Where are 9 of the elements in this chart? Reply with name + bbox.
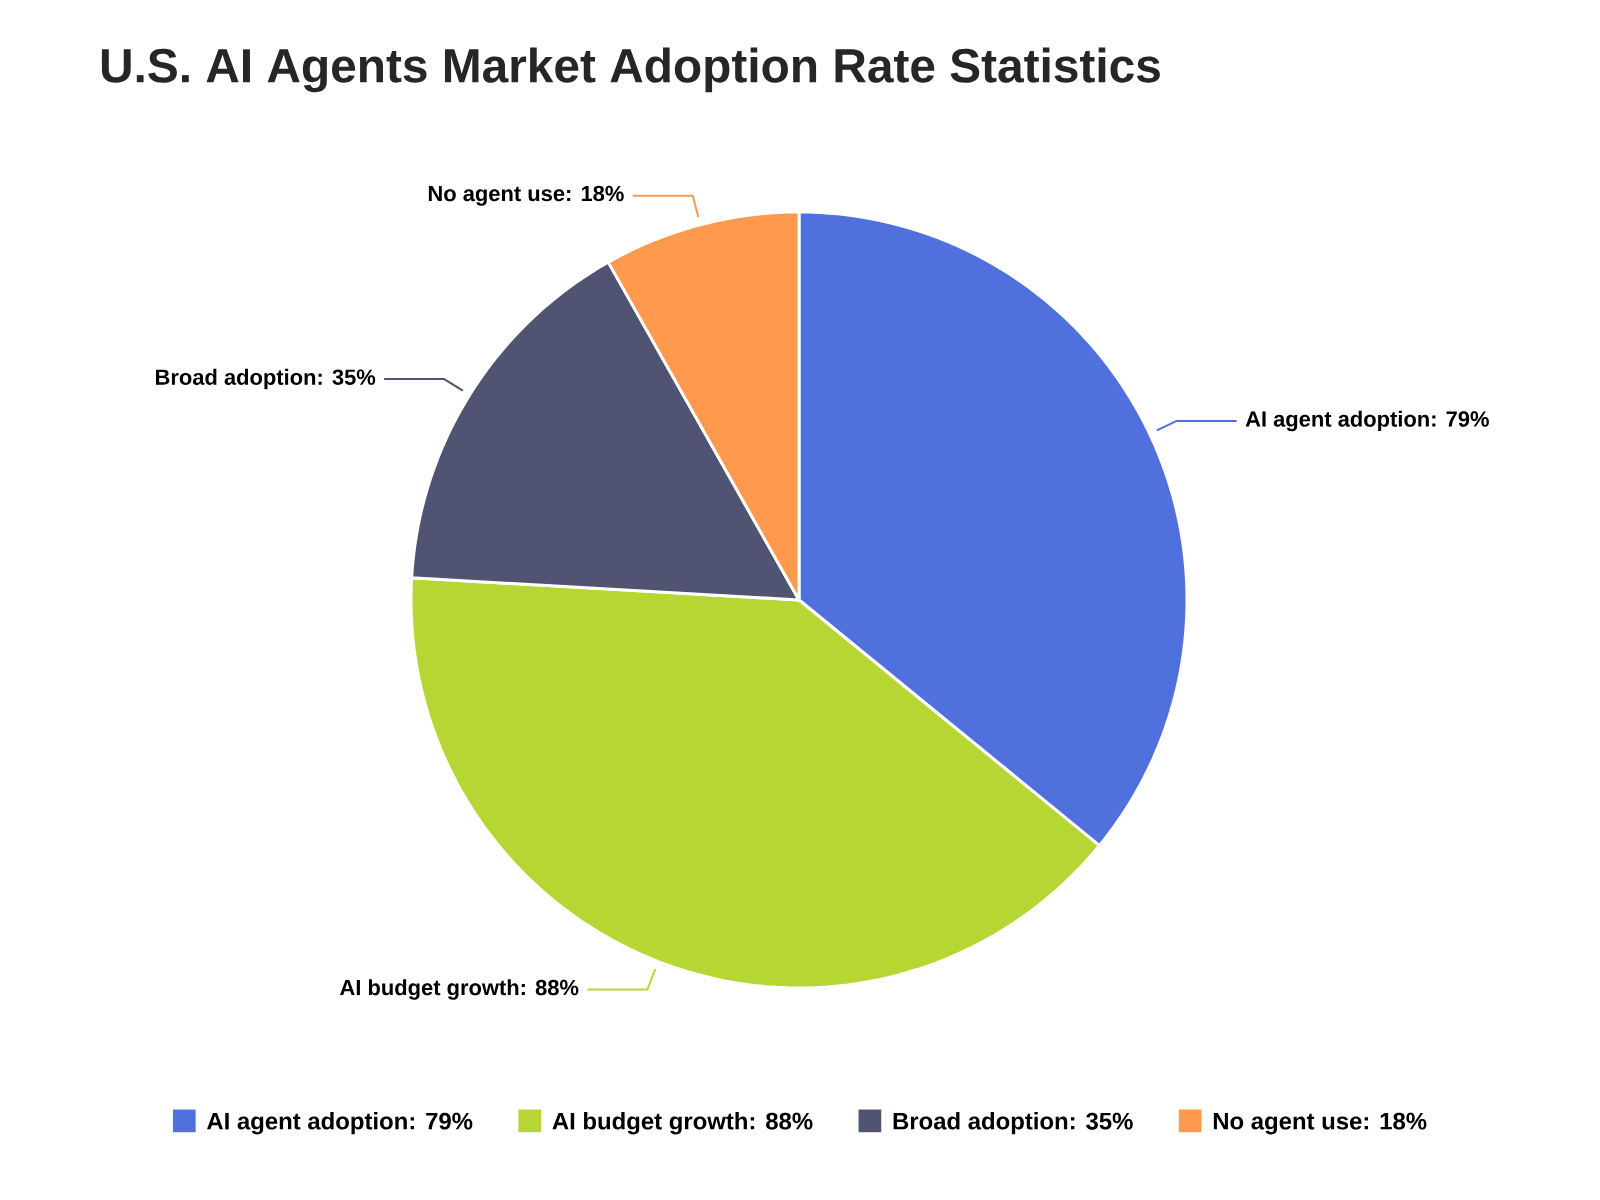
- slice-label: AI agent adoption: 79%: [1245, 410, 1489, 432]
- slice-label: AI budget growth: 88%: [340, 979, 579, 1000]
- legend-label: Broad adoption: 35%: [893, 1112, 1133, 1135]
- chart-title: U.S. AI Agents Market Adoption Rate Statistics: [101, 47, 1160, 93]
- legend-label: AI agent adoption: 79%: [206, 1112, 473, 1135]
- legend-label: AI budget growth: 88%: [552, 1112, 813, 1135]
- slice-label: No agent use: 18%: [428, 185, 624, 206]
- slice-label: Broad adoption: 35%: [156, 368, 376, 390]
- legend-label: No agent use: 18%: [1213, 1112, 1427, 1135]
